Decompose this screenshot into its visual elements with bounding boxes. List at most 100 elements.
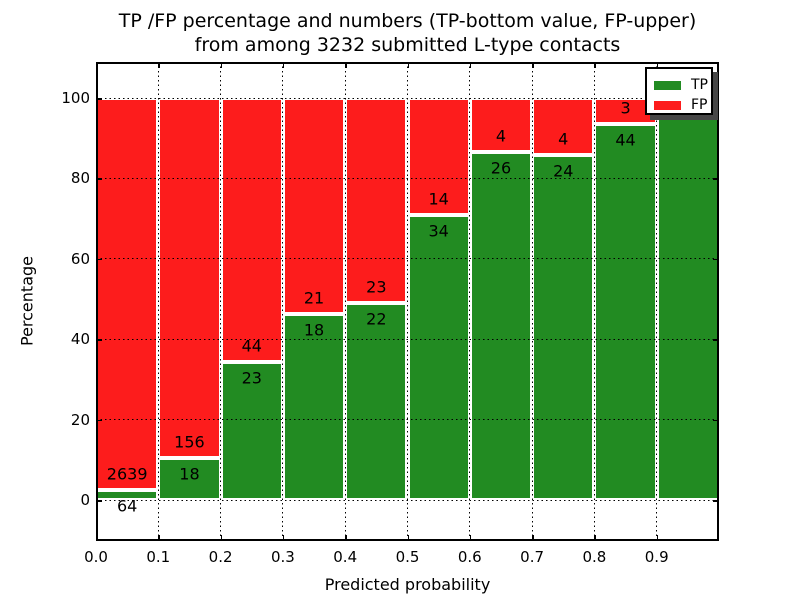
v-gridline (282, 62, 284, 541)
y-tick (713, 258, 719, 261)
y-tick-label: 60 (70, 249, 90, 268)
tp-legend-swatch (654, 80, 681, 90)
tp-count-label: 34 (428, 221, 449, 241)
fp-bar-segment (407, 98, 470, 216)
y-tick (96, 419, 102, 422)
fp-bar-segment (220, 98, 283, 362)
fp-count-label: 14 (428, 189, 449, 209)
y-tick (713, 98, 719, 100)
fp-bar-segment (469, 98, 533, 152)
x-tick (345, 535, 347, 541)
x-tick-label: 0.7 (520, 548, 545, 566)
x-tick-label: 0.4 (333, 548, 358, 566)
x-tick (158, 62, 160, 68)
x-axis-label: Predicted probability (324, 575, 491, 594)
x-tick-label: 0.0 (84, 548, 108, 566)
plot-area: 26396415618442321182322143442642434451 (96, 62, 719, 541)
y-tick (713, 500, 719, 502)
x-tick (532, 62, 534, 68)
x-tick-label: 0.9 (644, 548, 669, 566)
v-gridline (220, 62, 222, 541)
fp-count-label: 3 (620, 98, 631, 118)
x-tick-label: 0.6 (457, 548, 482, 566)
tp-count-label: 23 (241, 368, 262, 388)
y-tick (96, 258, 102, 261)
chart-title: TP /FP percentage and numbers (TP-bottom… (96, 9, 719, 57)
fp-count-label: 4 (495, 126, 507, 146)
x-tick-label: 0.1 (146, 548, 171, 566)
x-tick (407, 62, 409, 68)
legend-item-fp: FP (654, 95, 711, 115)
x-tick (96, 62, 98, 68)
x-tick-label: 0.3 (270, 548, 295, 566)
x-tick (656, 535, 659, 541)
tp-bar-segment (345, 303, 408, 500)
x-tick (469, 535, 472, 541)
fp-count-label: 156 (174, 432, 205, 452)
fp-legend-swatch (654, 100, 681, 110)
x-tick (220, 62, 223, 68)
x-tick-label: 0.8 (582, 548, 607, 566)
tp-bar-segment (158, 458, 221, 500)
fp-bar-segment (532, 98, 595, 156)
tp-count-label: 18 (303, 320, 325, 340)
v-gridline (157, 62, 159, 541)
x-tick (96, 535, 98, 541)
tp-count-label: 24 (553, 161, 574, 181)
fp-count-label: 23 (366, 277, 387, 297)
y-tick (96, 339, 102, 341)
x-tick (717, 535, 719, 541)
x-tick-label: 0.2 (208, 548, 233, 566)
y-tick-label: 100 (61, 89, 90, 107)
v-gridline (407, 62, 408, 541)
y-tick (713, 339, 719, 341)
tp-bar-segment (407, 215, 470, 500)
y-tick-label: 20 (70, 410, 90, 429)
x-tick (282, 62, 285, 68)
fp-bar-segment (345, 98, 408, 304)
fp-bar-segment (282, 98, 346, 315)
tp-count-label: 44 (615, 130, 636, 150)
x-tick (656, 62, 659, 68)
tp-bar-segment (594, 123, 657, 500)
x-tick (594, 535, 596, 541)
v-gridline (469, 62, 471, 541)
y-tick (713, 419, 719, 422)
tp-count-label: 18 (179, 464, 200, 484)
tp-legend-label: TP (691, 77, 708, 93)
chart-title-line2: from among 3232 submitted L-type contact… (194, 34, 621, 56)
tp-bar-segment (656, 98, 719, 500)
v-gridline (656, 62, 658, 541)
x-tick (220, 535, 223, 541)
y-tick-label: 80 (70, 169, 90, 188)
x-tick (158, 535, 160, 541)
fp-bar-segment (96, 98, 159, 491)
v-gridline (344, 62, 346, 541)
fp-count-label: 44 (241, 336, 262, 356)
x-tick (407, 535, 409, 541)
y-tick-label: 40 (70, 330, 90, 349)
v-gridline (531, 62, 533, 541)
fp-count-label: 21 (303, 288, 325, 308)
x-tick (717, 62, 719, 68)
tp-count-label: 64 (116, 496, 138, 516)
v-gridline (593, 62, 595, 541)
legend: TP FP (645, 67, 713, 115)
x-tick (594, 62, 596, 68)
tp-bar-segment (282, 314, 346, 500)
x-tick (345, 62, 347, 68)
x-tick (282, 535, 285, 541)
fp-legend-label: FP (691, 97, 708, 113)
x-tick-label: 0.5 (395, 548, 420, 566)
y-tick (96, 98, 102, 100)
tp-bar-segment (532, 155, 595, 500)
tp-count-label: 26 (490, 158, 512, 178)
tp-bar-segment (220, 362, 283, 500)
fp-count-label: 4 (558, 129, 569, 149)
tp-count-label: 22 (366, 309, 387, 329)
tp-bar-segment (469, 151, 533, 500)
x-tick (532, 535, 534, 541)
y-tick (96, 500, 102, 502)
x-tick (469, 62, 472, 68)
